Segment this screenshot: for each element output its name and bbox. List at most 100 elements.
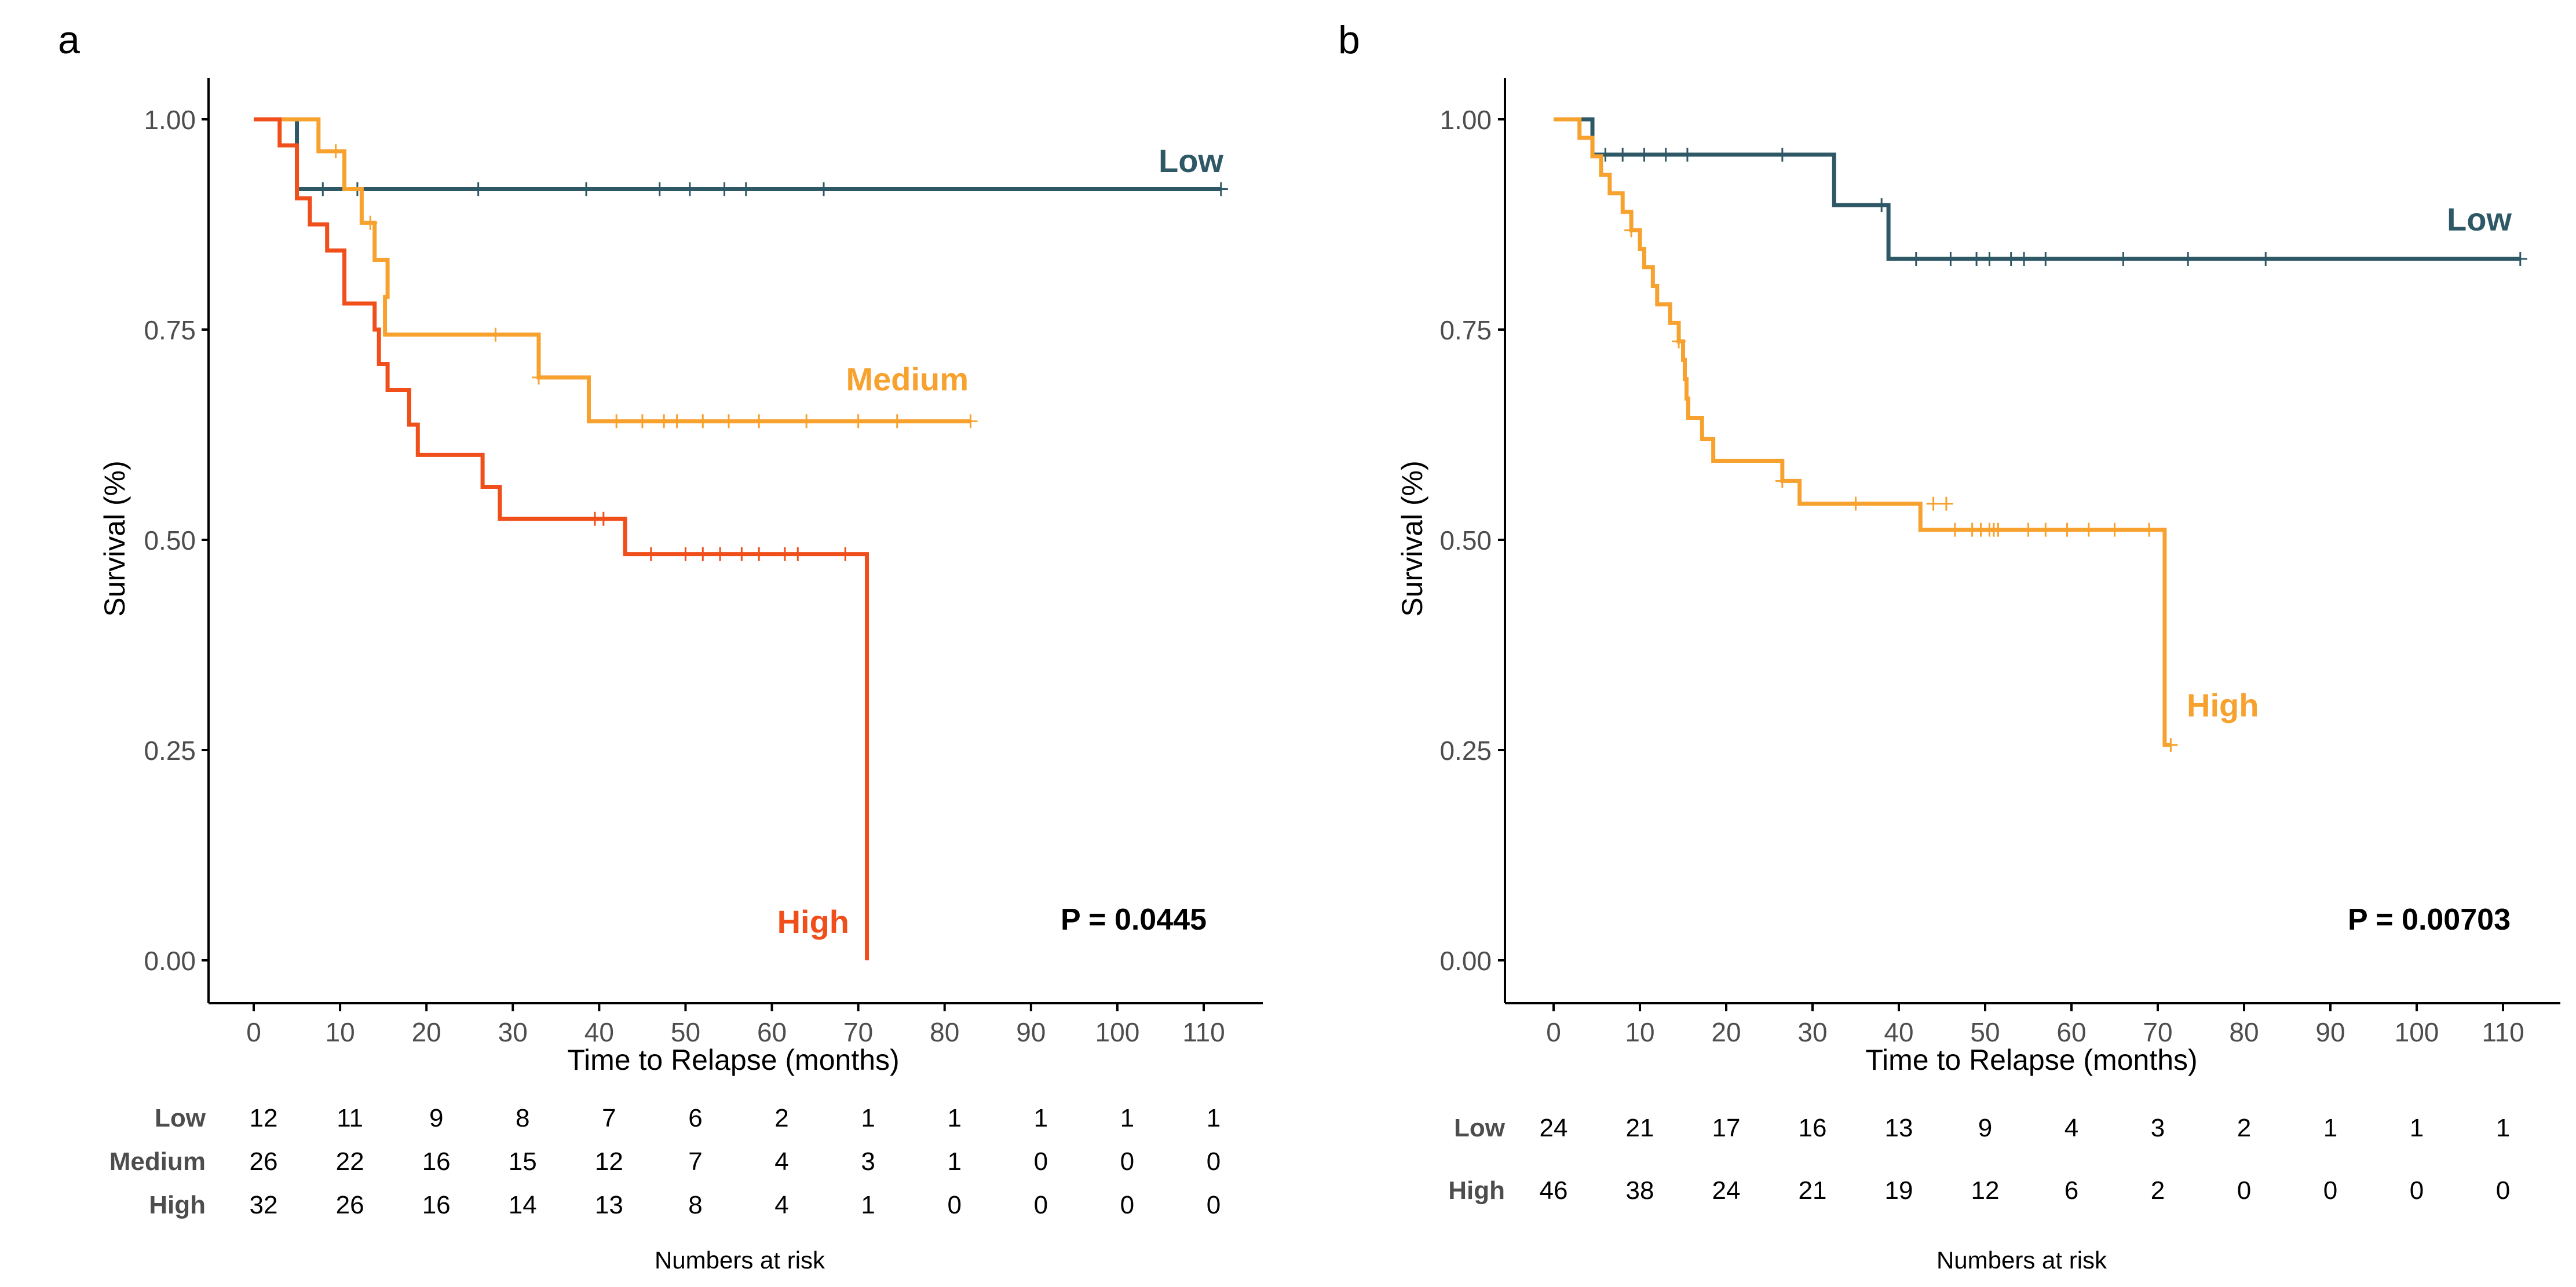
series-group-a — [254, 117, 1228, 960]
risk-value: 12 — [1971, 1176, 2000, 1205]
censor-mark-medium — [328, 144, 343, 159]
risk-value: 1 — [1120, 1104, 1134, 1132]
censor-mark-low — [817, 182, 831, 196]
censor-mark-high — [2081, 522, 2096, 537]
risk-row-label: Low — [155, 1104, 206, 1132]
risk-value: 3 — [861, 1147, 875, 1176]
risk-value: 11 — [337, 1104, 363, 1132]
censor-mark-low — [1970, 252, 1984, 266]
x-tick-label: 10 — [1625, 1017, 1654, 1047]
survival-curve-high — [254, 117, 869, 960]
risk-value: 32 — [250, 1191, 278, 1219]
censor-mark-low — [739, 182, 753, 196]
censor-mark-low — [2116, 252, 2131, 266]
risk-row-label: Low — [1454, 1114, 1506, 1142]
series-group-b — [1554, 117, 2527, 752]
y-tick-label: 0.50 — [144, 525, 196, 555]
x-tick-label: 90 — [1016, 1017, 1046, 1047]
x-ticks-b: 0 10 20 30 40 50 60 70 80 90 100 110 — [1546, 1003, 2524, 1047]
risk-table-title-a: Numbers at risk — [655, 1246, 825, 1274]
censor-mark-medium — [890, 414, 904, 429]
risk-value: 26 — [336, 1191, 364, 1219]
risk-value: 1 — [2410, 1114, 2424, 1142]
risk-value: 7 — [602, 1104, 616, 1132]
series-label-low-a: Low — [1159, 142, 1223, 179]
risk-value: 3 — [2151, 1114, 2165, 1142]
risk-value: 4 — [2065, 1114, 2078, 1142]
x-tick-label: 60 — [757, 1017, 787, 1047]
y-ticks-b: 0.00 0.25 0.50 0.75 1.00 — [1439, 105, 1505, 976]
risk-value: 0 — [2496, 1176, 2510, 1205]
x-tick-label: 50 — [671, 1017, 700, 1047]
y-tick-label: 0.75 — [1439, 315, 1492, 345]
panel-a: a 0.000.250.500.751.00 0 10 20 30 40 50 60 70 80… — [58, 18, 1263, 1274]
censor-mark-medium — [635, 414, 649, 429]
censor-mark-medium — [657, 414, 671, 429]
y-ticks-a: 0.00 0.25 0.50 0.75 1.00 — [144, 105, 209, 976]
censor-mark-low — [682, 182, 697, 196]
censor-mark-high — [644, 547, 658, 561]
x-tick-label: 30 — [1797, 1017, 1827, 1047]
risk-value: 12 — [595, 1147, 623, 1176]
x-ticks-a: 0 10 20 30 40 50 60 70 80 90 100 110 — [246, 1003, 1225, 1047]
risk-value: 16 — [422, 1191, 451, 1219]
censor-mark-high — [752, 547, 766, 561]
censor-mark-high — [713, 547, 728, 561]
censor-mark-high — [1775, 474, 1789, 488]
risk-value: 6 — [2065, 1176, 2078, 1205]
y-tick-label: 1.00 — [144, 105, 196, 135]
risk-value: 21 — [1626, 1114, 1654, 1142]
risk-value: 0 — [2237, 1176, 2251, 1205]
censor-mark-medium — [609, 414, 624, 429]
risk-value: 46 — [1540, 1176, 1568, 1205]
risk-value: 17 — [1712, 1114, 1741, 1142]
x-tick-label: 80 — [930, 1017, 959, 1047]
y-tick-label: 0.00 — [144, 946, 196, 976]
censor-mark-low — [1943, 252, 1958, 266]
risk-value: 1 — [947, 1147, 961, 1176]
survival-curve-high — [1554, 117, 2171, 747]
censor-mark-low — [2181, 252, 2195, 266]
x-tick-label: 40 — [1884, 1017, 1913, 1047]
x-tick-label: 0 — [1546, 1017, 1561, 1047]
censor-mark-low — [1680, 147, 1694, 162]
censor-mark-high — [1672, 334, 1686, 349]
censor-mark-low — [1616, 147, 1630, 162]
risk-table-title-b: Numbers at risk — [1936, 1246, 2107, 1274]
censor-mark-low — [471, 182, 485, 196]
panel-label-b: b — [1338, 18, 1360, 62]
x-tick-label: 40 — [584, 1017, 614, 1047]
risk-value: 24 — [1712, 1176, 1741, 1205]
risk-value: 0 — [1207, 1191, 1221, 1219]
risk-value: 13 — [1885, 1114, 1913, 1142]
censor-mark-low — [717, 182, 732, 196]
risk-value: 2 — [2151, 1176, 2165, 1205]
censor-mark-high — [2142, 522, 2157, 537]
risk-value: 26 — [250, 1147, 278, 1176]
risk-value: 0 — [1207, 1147, 1221, 1176]
p-value-b: P = 0.00703 — [2348, 903, 2511, 937]
y-tick-label: 0.50 — [1439, 525, 1492, 555]
risk-value: 0 — [1120, 1147, 1134, 1176]
censor-mark-medium — [851, 414, 865, 429]
risk-value: 1 — [1034, 1104, 1048, 1132]
risk-value: 6 — [688, 1104, 702, 1132]
censor-mark-high — [1624, 223, 1639, 237]
y-axis-label-b: Survival (%) — [1396, 460, 1428, 616]
risk-value: 7 — [688, 1147, 702, 1176]
x-tick-label: 110 — [1182, 1017, 1225, 1047]
x-tick-label: 60 — [2056, 1017, 2086, 1047]
censor-mark-high — [696, 547, 710, 561]
censor-mark-high — [1939, 496, 1953, 511]
y-tick-label: 0.25 — [1439, 736, 1492, 766]
risk-value: 0 — [1034, 1191, 1048, 1219]
censor-mark-high — [2164, 738, 2178, 752]
risk-value: 13 — [595, 1191, 623, 1219]
censor-mark-medium — [488, 327, 503, 342]
series-label-medium-a: Medium — [846, 361, 969, 397]
censor-mark-low — [2038, 252, 2053, 266]
risk-value: 1 — [2323, 1114, 2337, 1142]
risk-row-label: High — [1448, 1176, 1505, 1205]
